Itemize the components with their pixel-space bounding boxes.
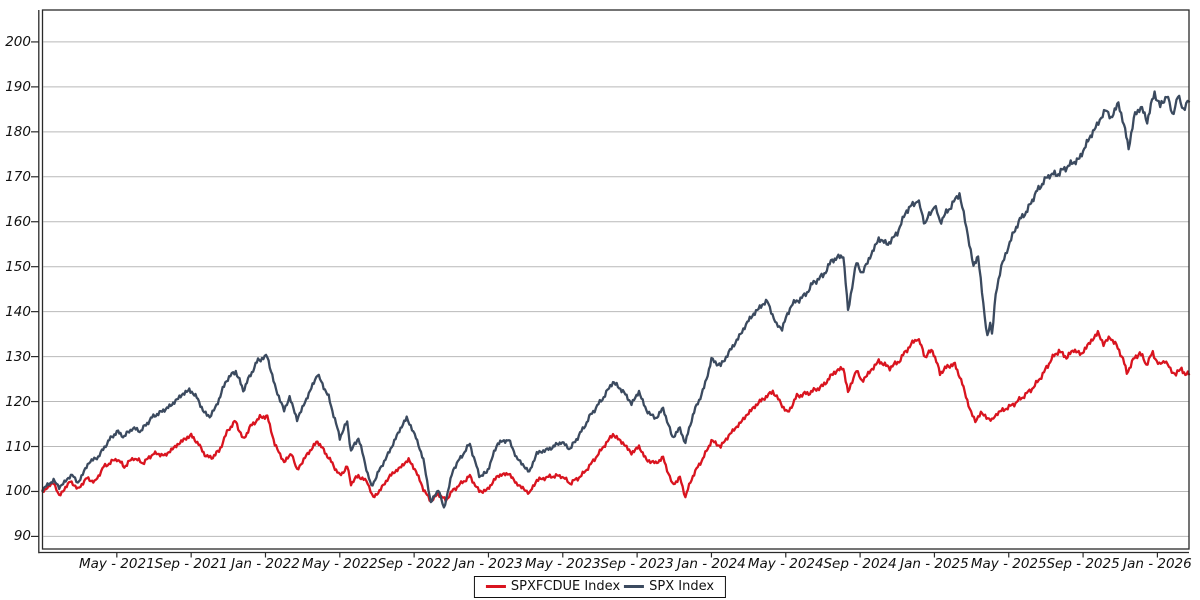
x-tick-label: Sep - 2023 [600, 556, 674, 572]
x-tick-label: May - 2023 [524, 556, 601, 572]
x-tick-label: Jan - 2024 [677, 556, 746, 572]
x-tick-label: May - 2022 [301, 556, 378, 572]
y-tick-label: 170 [5, 168, 31, 185]
legend-item-spxfcdue-index: SPXFCDUE Index [485, 579, 621, 594]
legend-label: SPX Index [649, 579, 715, 594]
plot-border [41, 9, 1190, 550]
y-tick-label: 180 [5, 123, 31, 140]
y-tick-label: 200 [5, 33, 31, 50]
x-tick-label: Jan - 2025 [900, 556, 969, 572]
legend-swatch-icon [485, 585, 506, 588]
y-tick-label: 140 [5, 303, 31, 320]
y-tick-label: 150 [5, 258, 31, 275]
x-tick-label: May - 2024 [747, 556, 824, 572]
x-tick-label: Sep - 2022 [377, 556, 451, 572]
legend-swatch-icon [624, 585, 645, 588]
y-tick-label: 100 [5, 483, 31, 500]
y-tick-label: 120 [5, 393, 31, 410]
x-tick-label: May - 2021 [78, 556, 155, 572]
y-tick-label: 130 [5, 348, 31, 365]
y-tick-label: 110 [5, 438, 31, 455]
legend-item-spx-index: SPX Index [624, 579, 714, 594]
series-line-spx-index [41, 90, 1191, 509]
x-tick-label: Jan - 2022 [231, 556, 300, 572]
x-tick-label: Jan - 2023 [454, 556, 523, 572]
x-tick-label: Jan - 2026 [1123, 556, 1192, 572]
x-tick-label: Sep - 2024 [823, 556, 897, 572]
legend-label: SPXFCDUE Index [510, 579, 621, 594]
x-tick-label: Sep - 2025 [1046, 556, 1120, 572]
legend: SPXFCDUE Index SPX Index [473, 576, 727, 598]
series-line-spxfcdue-index [41, 329, 1191, 503]
y-tick-label: 90 [13, 528, 31, 545]
x-tick-label: Sep - 2021 [154, 556, 228, 572]
x-tick-label: May - 2025 [970, 556, 1047, 572]
y-tick-label: 190 [5, 78, 31, 95]
y-tick-label: 160 [5, 213, 31, 230]
